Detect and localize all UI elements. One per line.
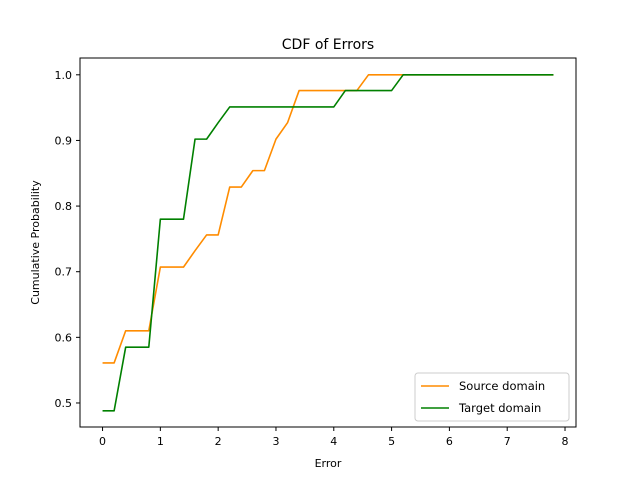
y-tick-label: 0.9 bbox=[55, 134, 73, 147]
x-tick-label: 8 bbox=[562, 435, 569, 448]
x-tick-label: 5 bbox=[388, 435, 395, 448]
chart-title: CDF of Errors bbox=[282, 37, 374, 53]
x-tick-label: 7 bbox=[504, 435, 511, 448]
series-layer bbox=[102, 74, 554, 412]
y-tick-label: 1.0 bbox=[55, 69, 73, 82]
x-tick-label: 4 bbox=[330, 435, 337, 448]
y-tick-label: 0.6 bbox=[55, 331, 73, 344]
y-axis-label: Cumulative Probability bbox=[29, 180, 42, 305]
legend-label-source-domain: Source domain bbox=[459, 379, 545, 393]
axes-frame bbox=[79, 57, 577, 428]
legend: Source domain Target domain bbox=[414, 372, 570, 422]
x-axis-label: Error bbox=[315, 457, 342, 470]
legend-label-target-domain: Target domain bbox=[458, 401, 541, 415]
x-tick-label: 0 bbox=[99, 435, 106, 448]
x-tick-label: 3 bbox=[272, 435, 279, 448]
y-tick-label: 0.5 bbox=[55, 397, 73, 410]
ticks-layer: 0 1 2 3 4 5 6 7 8 0.5 0.6 0.7 0.8 0.9 1.0 bbox=[55, 69, 569, 448]
y-tick-label: 0.7 bbox=[55, 266, 73, 279]
series-line-source-domain bbox=[102, 74, 554, 364]
x-tick-label: 2 bbox=[215, 435, 222, 448]
series-line-target-domain bbox=[102, 74, 554, 412]
x-tick-label: 1 bbox=[157, 435, 164, 448]
legend-box bbox=[414, 372, 570, 422]
x-tick-label: 6 bbox=[446, 435, 453, 448]
y-tick-label: 0.8 bbox=[55, 200, 73, 213]
